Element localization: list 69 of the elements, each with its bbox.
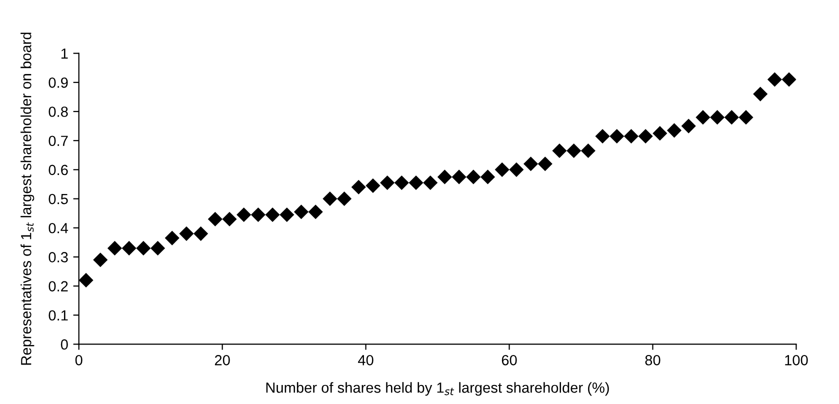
x-tick-label: 60 (502, 355, 517, 366)
x-tick-label: 40 (358, 355, 374, 366)
point (652, 126, 668, 141)
point (595, 128, 610, 144)
point (265, 207, 280, 222)
point (782, 72, 796, 87)
point (93, 252, 108, 268)
point (610, 128, 624, 144)
point (222, 212, 237, 226)
y-tick-label: 1 (61, 48, 68, 59)
point (150, 240, 166, 256)
point (408, 175, 424, 190)
y-tick-label: 0.6 (48, 164, 68, 176)
y-tick-label: 0.3 (48, 252, 68, 262)
point (366, 178, 380, 193)
point (480, 170, 496, 184)
x-tick-label: 20 (214, 355, 230, 366)
point (294, 204, 309, 220)
point (580, 143, 596, 158)
x-tick-label: 0 (75, 355, 82, 366)
point (767, 72, 782, 87)
point (437, 170, 452, 184)
point (738, 110, 754, 125)
point (681, 118, 696, 134)
x-axis-title: Number of shares held by 1$_{st}$ largest shareholder (%) (266, 382, 609, 396)
x-tick-label: 100 (785, 355, 808, 366)
point (136, 240, 151, 256)
point (164, 230, 180, 246)
point (78, 272, 94, 288)
point (710, 110, 725, 125)
y-tick-label: 0.8 (48, 106, 68, 117)
point (466, 170, 481, 184)
point (452, 170, 466, 184)
point (509, 162, 524, 177)
point (380, 175, 395, 190)
point (538, 156, 552, 172)
y-tick-label: 0.7 (48, 136, 68, 146)
y-tick-label: 0.9 (48, 78, 68, 88)
point (250, 207, 266, 222)
y-axis-title: Representatives of 1$_{st}$ largest shareholder on board (20, 32, 34, 365)
point (696, 110, 710, 125)
point (308, 204, 323, 220)
point (394, 175, 409, 190)
point (107, 240, 122, 256)
point (724, 110, 739, 125)
point (666, 123, 682, 138)
point (179, 226, 194, 241)
point (638, 128, 653, 144)
point (524, 156, 538, 172)
point (122, 240, 136, 256)
point (624, 128, 639, 144)
y-tick-label: 0.1 (48, 310, 68, 321)
point (423, 175, 438, 190)
point (566, 143, 582, 158)
point (552, 143, 567, 158)
y-tick-label: 0 (60, 339, 68, 350)
point (194, 226, 208, 241)
point (494, 162, 510, 177)
x-tick-label: 80 (645, 355, 660, 366)
point (753, 86, 768, 102)
point (322, 191, 338, 206)
point (351, 180, 366, 194)
point (337, 191, 352, 206)
y-tick-label: 0.5 (48, 194, 68, 204)
point (280, 207, 294, 222)
y-tick-label: 0.4 (48, 222, 68, 234)
point (208, 212, 222, 226)
point (236, 207, 252, 222)
y-tick-label: 0.2 (48, 281, 68, 292)
